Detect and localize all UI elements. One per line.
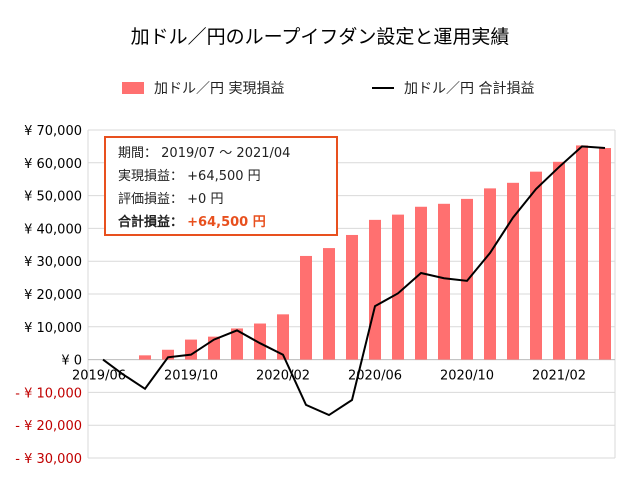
legend-swatch-line — [372, 87, 394, 89]
bar — [553, 161, 565, 360]
x-tick-label: 2019/06 — [72, 369, 126, 384]
bar — [599, 148, 611, 360]
bar — [438, 203, 450, 360]
bar — [346, 234, 358, 360]
y-tick-label: ¥ 20,000 — [24, 288, 82, 303]
line-series — [102, 145, 606, 417]
bar — [277, 314, 289, 360]
y-tick-label: - ¥ 30,000 — [15, 452, 82, 467]
y-tick-label: ¥ 10,000 — [24, 321, 82, 336]
x-tick-label: 2020/02 — [256, 369, 310, 384]
y-tick-label: - ¥ 10,000 — [15, 386, 82, 401]
legend-label: 加ドル／円 実現損益 — [154, 81, 285, 97]
legend-swatch-bar — [122, 82, 144, 94]
bar — [484, 188, 496, 360]
y-tick-label: ¥ 30,000 — [24, 255, 82, 270]
bar — [254, 323, 266, 360]
bar — [530, 171, 542, 360]
value: +64,500 円 — [187, 169, 261, 184]
bar — [185, 339, 197, 360]
bar — [461, 198, 473, 360]
bar — [323, 248, 335, 360]
y-tick-label: ¥ 50,000 — [24, 190, 82, 205]
y-tick-label: ¥ 0 — [61, 354, 82, 369]
value: 2019/07 ～ 2021/04 — [161, 146, 291, 161]
period-row: 期間： 2019/07 ～ 2021/04 — [118, 142, 336, 165]
x-tick-label: 2019/10 — [164, 369, 218, 384]
x-tick-label: 2021/02 — [532, 369, 586, 384]
bar — [392, 214, 404, 360]
label: 合計損益： — [118, 215, 184, 230]
chart-title: 加ドル／円のループイフダン設定と運用実績 — [130, 26, 510, 48]
legend-item-total: 加ドル／円 合計損益 — [372, 78, 534, 98]
x-tick-label: 2020/06 — [348, 369, 402, 384]
bar — [369, 219, 381, 360]
bar — [162, 349, 174, 360]
bar — [576, 145, 588, 360]
total-row: 合計損益： +64,500 円 — [118, 211, 336, 234]
bar — [507, 182, 519, 360]
legend-item-realized: 加ドル／円 実現損益 — [122, 78, 284, 98]
y-tick-label: ¥ 70,000 — [24, 124, 82, 139]
y-tick-label: ¥ 40,000 — [24, 222, 82, 237]
label: 評価損益： — [118, 192, 184, 207]
bar — [139, 355, 151, 360]
bar — [415, 206, 427, 360]
bar — [231, 328, 243, 360]
summary-box: 期間： 2019/07 ～ 2021/04 実現損益： +64,500 円 評価… — [104, 136, 338, 236]
value: +0 円 — [187, 192, 224, 207]
bar — [300, 255, 312, 360]
label: 実現損益： — [118, 169, 184, 184]
x-tick-label: 2020/10 — [440, 369, 494, 384]
label: 期間： — [118, 146, 158, 161]
y-tick-label: ¥ 60,000 — [24, 157, 82, 172]
legend-label: 加ドル／円 合計損益 — [404, 81, 535, 97]
value: +64,500 円 — [187, 215, 266, 230]
y-tick-label: - ¥ 20,000 — [15, 419, 82, 434]
realized-row: 実現損益： +64,500 円 — [118, 165, 336, 188]
unrealized-row: 評価損益： +0 円 — [118, 188, 336, 211]
